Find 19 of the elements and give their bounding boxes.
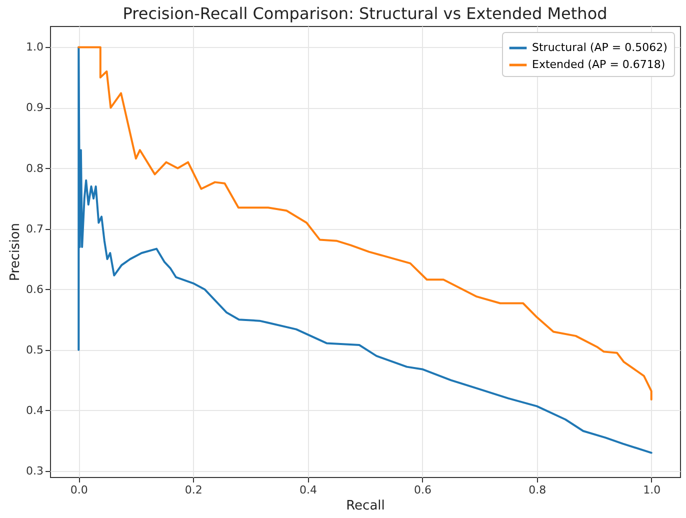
legend-label: Extended (AP = 0.6718) [532, 58, 666, 71]
y-tick-label: 0.6 [26, 282, 44, 296]
chart-title: Precision-Recall Comparison: Structural vs Extended Method [122, 4, 608, 23]
legend-label: Structural (AP = 0.5062) [532, 41, 668, 54]
y-tick-label: 0.5 [26, 343, 44, 356]
x-tick-label: 0.4 [299, 484, 317, 496]
x-tick-label: 1.0 [643, 484, 661, 496]
y-tick-label: 0.3 [26, 464, 44, 478]
x-tick-label: 0.2 [184, 484, 202, 496]
y-tick-label: 0.8 [26, 162, 44, 175]
y-axis-title: Precision [8, 222, 24, 282]
x-tick-label: 0.0 [70, 484, 88, 496]
y-tick-label: 0.4 [26, 404, 44, 417]
y-tick-label: 0.7 [26, 222, 44, 236]
y-tick-label: 1.0 [26, 40, 44, 54]
x-axis-title: Recall [346, 498, 385, 514]
x-tick-label: 0.6 [414, 484, 432, 496]
x-tick-label: 0.8 [528, 484, 546, 496]
y-tick-label: 0.9 [26, 101, 44, 114]
